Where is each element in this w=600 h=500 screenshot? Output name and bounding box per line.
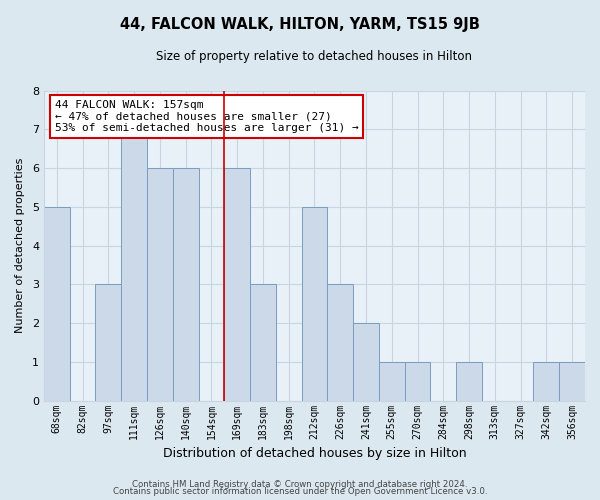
Bar (302, 207, 328, 400)
Bar (456, 362, 482, 401)
Bar (404, 362, 430, 401)
Bar (224, 168, 250, 400)
Bar (379, 362, 404, 401)
Bar (353, 323, 379, 400)
Bar (250, 284, 276, 401)
Bar (121, 130, 147, 400)
Bar (559, 362, 585, 401)
Text: Contains HM Land Registry data © Crown copyright and database right 2024.: Contains HM Land Registry data © Crown c… (132, 480, 468, 489)
Bar (328, 284, 353, 401)
Y-axis label: Number of detached properties: Number of detached properties (15, 158, 25, 334)
Text: Contains public sector information licensed under the Open Government Licence v3: Contains public sector information licen… (113, 488, 487, 496)
Bar (173, 168, 199, 400)
X-axis label: Distribution of detached houses by size in Hilton: Distribution of detached houses by size … (163, 447, 466, 460)
Bar (147, 168, 173, 400)
Text: 44, FALCON WALK, HILTON, YARM, TS15 9JB: 44, FALCON WALK, HILTON, YARM, TS15 9JB (120, 18, 480, 32)
Bar (533, 362, 559, 401)
Bar (95, 284, 121, 401)
Title: Size of property relative to detached houses in Hilton: Size of property relative to detached ho… (157, 50, 472, 63)
Bar (44, 207, 70, 400)
Text: 44 FALCON WALK: 157sqm
← 47% of detached houses are smaller (27)
53% of semi-det: 44 FALCON WALK: 157sqm ← 47% of detached… (55, 100, 359, 133)
